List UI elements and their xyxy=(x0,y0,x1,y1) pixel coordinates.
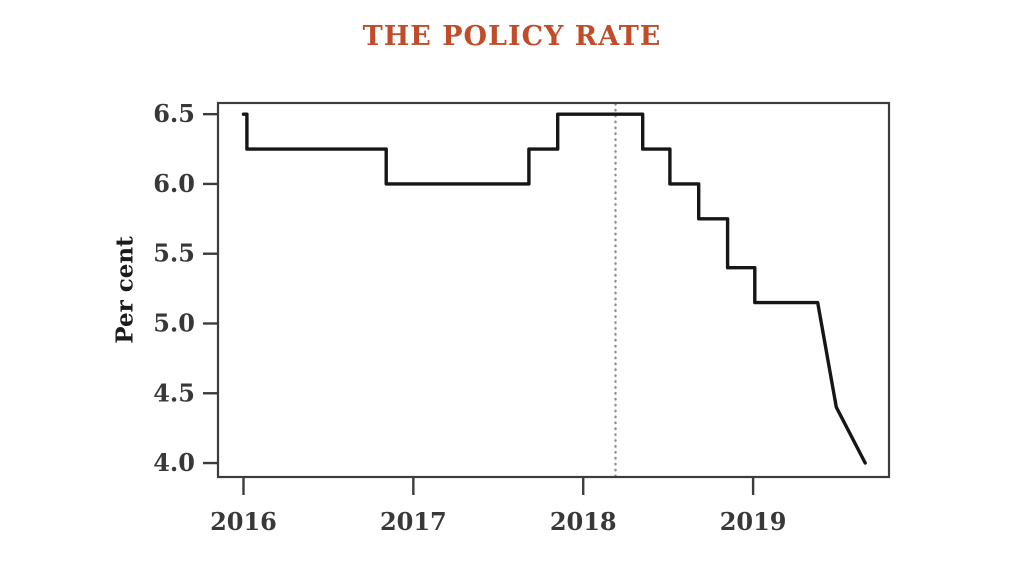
x-tick-label: 2018 xyxy=(550,507,617,536)
y-tick-label: 6.0 xyxy=(153,169,195,198)
y-tick-label: 4.5 xyxy=(153,378,195,407)
plot-frame xyxy=(216,101,891,479)
chart-title: THE POLICY RATE xyxy=(362,21,662,52)
policy-rate-line xyxy=(241,112,867,465)
x-tick-label: 2016 xyxy=(210,507,277,536)
x-tick-label: 2019 xyxy=(720,507,787,536)
y-tick-label: 5.5 xyxy=(153,239,195,268)
y-tick-label: 5.0 xyxy=(153,308,195,337)
y-tick-label: 4.0 xyxy=(153,448,195,477)
y-tick-label: 6.5 xyxy=(153,99,195,128)
x-tick-label: 2017 xyxy=(380,507,447,536)
